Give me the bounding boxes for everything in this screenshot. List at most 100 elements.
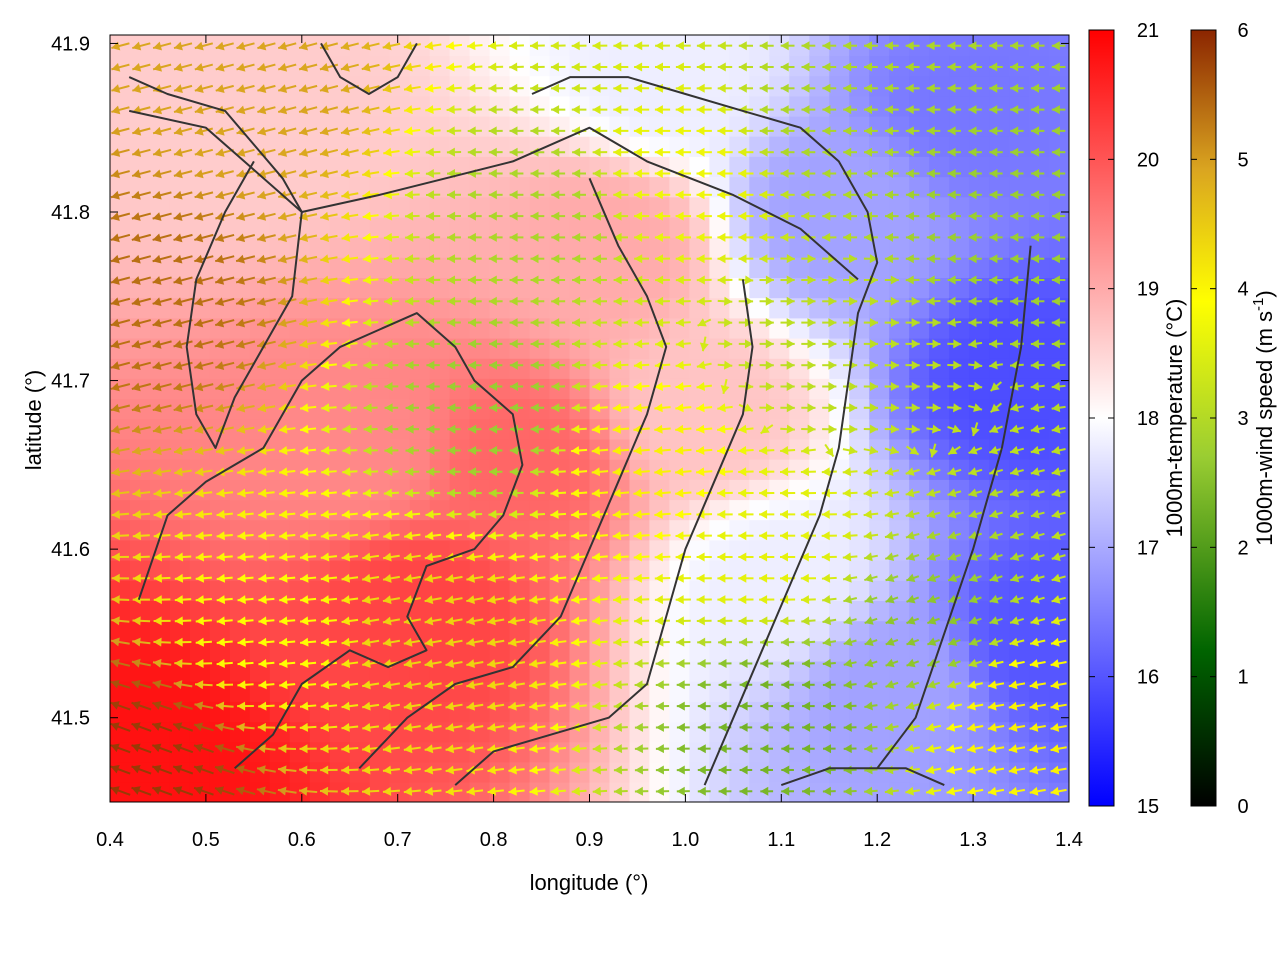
temperature-cell [689,176,711,198]
temperature-cell [909,600,930,622]
temperature-cell [489,357,511,379]
temperature-cell [150,660,171,682]
temperature-cell [849,781,870,802]
temperature-cell [1029,458,1050,480]
temperature-cell [1049,458,1069,480]
temperature-cell [889,75,910,97]
temperature-cell [369,438,391,460]
temperature-cell [549,458,571,480]
temperature-cell [329,176,351,198]
temperature-cell [369,216,391,238]
temperature-cell [249,297,271,319]
temperature-cell [669,600,691,622]
temperature-cell [629,559,651,581]
temperature-cell [229,539,251,561]
temperature-cell [689,95,711,117]
temperature-cell [549,216,571,238]
colorbar-tick-label: 19 [1137,279,1159,301]
colorbar-tick-label: 15 [1137,796,1159,818]
temperature-cell [569,55,591,77]
temperature-colorbar-label: 1000m-temperature (°C) [1162,299,1187,538]
temperature-cell [789,317,811,339]
temperature-cell [909,539,930,561]
temperature-cell [349,479,371,501]
temperature-cell [409,438,431,460]
temperature-cell [829,55,851,77]
temperature-cell [269,781,291,802]
temperature-cell [209,277,231,299]
temperature-cell [869,640,890,662]
temperature-cell [869,75,890,97]
temperature-cell [369,236,391,258]
temperature-cell [269,216,291,238]
temperature-cell [789,277,811,299]
temperature-cell [229,559,251,581]
temperature-cell [649,559,671,581]
temperature-cell [809,418,831,440]
temperature-cell [849,75,870,97]
temperature-cell [469,236,491,258]
temperature-cell [749,761,771,783]
temperature-cell [709,357,731,379]
temperature-cell [389,640,411,662]
temperature-cell [329,216,351,238]
temperature-cell [289,781,311,802]
temperature-cell [829,701,851,723]
temperature-cell [189,559,211,581]
temperature-cell [1049,741,1069,763]
temperature-cell [849,35,870,56]
temperature-cell [989,357,1010,379]
temperature-cell [889,55,910,77]
temperature-cell [849,196,870,218]
temperature-cell [809,337,831,359]
temperature-cell [110,458,131,480]
temperature-cell [569,176,591,198]
temperature-cell [329,559,351,581]
temperature-cell [549,701,571,723]
temperature-cell [669,660,691,682]
temperature-cell [309,418,331,440]
temperature-cell [329,640,351,662]
temperature-cell [289,236,311,258]
temperature-cell [929,337,950,359]
temperature-cell [749,580,771,601]
temperature-cell [729,75,751,97]
temperature-cell [369,620,391,642]
temperature-cell [1029,620,1050,642]
temperature-cell [609,156,631,178]
temperature-cell [869,95,890,117]
temperature-cell [209,257,231,278]
temperature-cell [529,115,551,137]
temperature-cell [669,357,691,379]
temperature-cell [110,600,131,622]
temperature-cell [829,600,851,622]
temperature-cell [989,196,1010,218]
temperature-cell [909,580,930,601]
temperature-cell [130,216,151,238]
temperature-cell [429,721,451,743]
temperature-cell [569,519,591,541]
colorbar-tick-label: 4 [1237,279,1248,301]
temperature-cell [629,600,651,622]
temperature-cell [529,317,551,339]
temperature-cell [150,640,171,662]
temperature-cell [789,257,811,278]
temperature-cell [829,418,851,440]
temperature-cell [529,75,551,97]
temperature-cell [1009,95,1030,117]
temperature-cell [509,721,531,743]
temperature-cell [389,236,411,258]
temperature-cell [1009,75,1030,97]
temperature-cell [189,600,211,622]
temperature-cell [229,95,251,117]
wind-colorbar: 0 1 2 3 4 5 6 1000m-wind speed (m s-1) [1190,20,1277,818]
temperature-cell [869,35,890,56]
temperature-cell [329,761,351,783]
temperature-cell [429,297,451,319]
temperature-cell [789,55,811,77]
temperature-cell [409,236,431,258]
temperature-cell [809,721,831,743]
temperature-cell [249,95,271,117]
temperature-cell [789,378,811,400]
temperature-cell [969,236,990,258]
